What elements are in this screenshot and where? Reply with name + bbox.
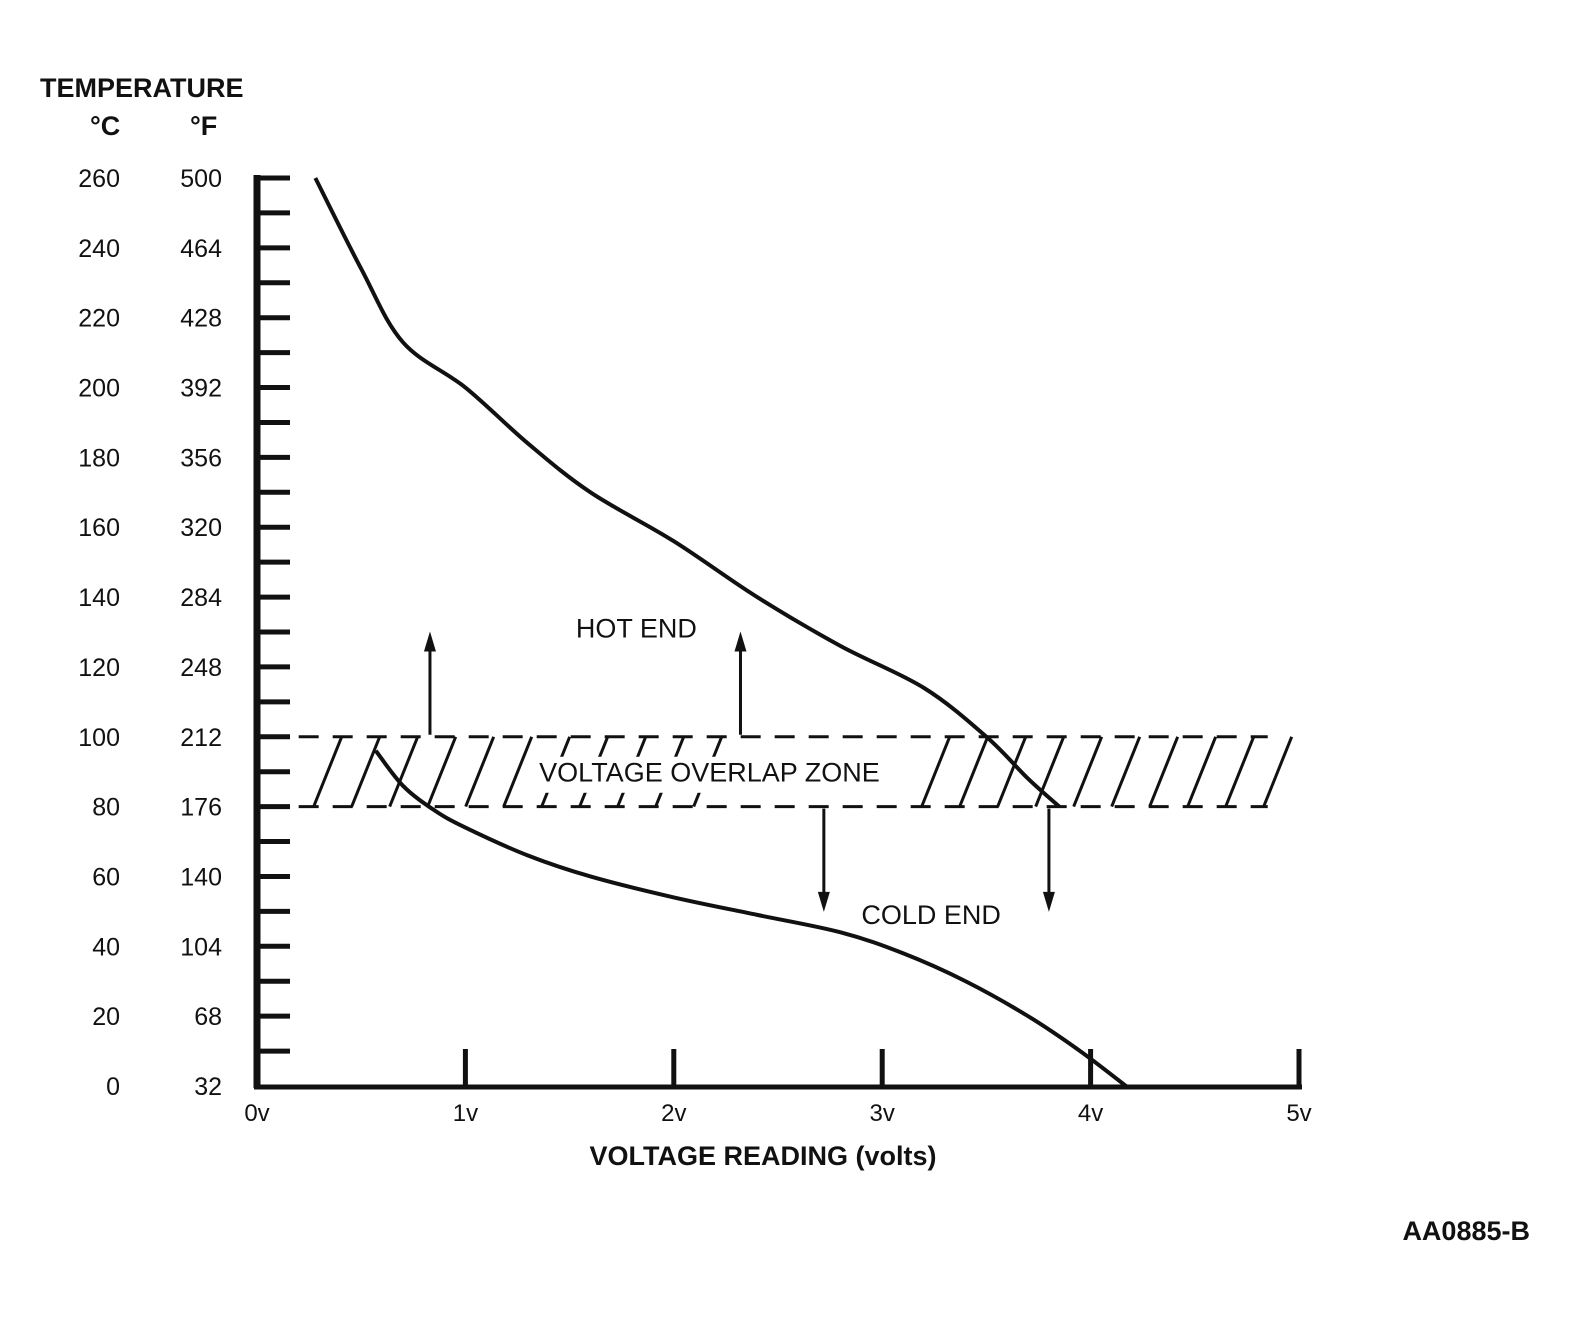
x-tick-label-1v: 1v — [453, 1100, 478, 1127]
hatch-line — [1186, 736, 1218, 808]
x-tick-label-3v: 3v — [870, 1100, 895, 1127]
arrow-down-head — [817, 891, 830, 912]
y-unit-fahrenheit: °F — [190, 111, 217, 141]
y-axis-ticks: 0 32 20 68 40 104 60 140 80 176 100 212 120 248 140 284… — [78, 165, 290, 1101]
overlap-zone-label: VOLTAGE OVERLAP ZONE — [539, 758, 880, 788]
y-tick-label-f-464: 464 — [180, 235, 222, 263]
arrow-down-head — [1042, 891, 1055, 912]
annotation-arrows — [423, 631, 1055, 912]
y-tick-label-c-140: 140 — [78, 584, 120, 612]
x-tick-label-2v: 2v — [661, 1100, 686, 1127]
hatch-line — [1148, 736, 1180, 808]
y-tick-label-c-40: 40 — [92, 933, 120, 961]
y-tick-label-c-0: 0 — [106, 1073, 120, 1101]
y-axis-title: TEMPERATURE — [40, 73, 244, 103]
figure-code: AA0885-B — [1402, 1216, 1530, 1246]
y-tick-label-f-212: 212 — [180, 724, 222, 752]
hot-end-curve — [313, 177, 1061, 809]
hatch-line — [502, 736, 534, 808]
y-tick-label-c-180: 180 — [78, 444, 120, 472]
x-tick-label-0v: 0v — [244, 1100, 269, 1127]
hatch-line — [958, 736, 990, 808]
hatch-line — [312, 736, 344, 808]
y-tick-label-f-356: 356 — [180, 444, 222, 472]
y-tick-label-f-428: 428 — [180, 305, 222, 333]
y-tick-label-f-176: 176 — [180, 794, 222, 822]
x-axis-ticks: 0v 1v 2v 3v 4v 5v — [244, 1049, 1312, 1127]
x-tick-label-5v: 5v — [1286, 1100, 1311, 1127]
voltage-overlap-zone — [298, 735, 1294, 809]
y-tick-label-f-392: 392 — [180, 375, 222, 403]
y-tick-label-f-68: 68 — [194, 1003, 222, 1031]
overlap-zone-label-bg — [534, 756, 920, 793]
y-tick-label-f-104: 104 — [180, 933, 222, 961]
y-tick-label-f-140: 140 — [180, 863, 222, 891]
hatch-line — [1262, 736, 1294, 808]
cold-end-curve — [374, 749, 1128, 1088]
y-tick-label-f-320: 320 — [180, 514, 222, 542]
hatch-line — [996, 736, 1028, 808]
hatch-line — [464, 736, 496, 808]
y-unit-celsius: °C — [90, 111, 120, 141]
y-tick-label-f-284: 284 — [180, 584, 222, 612]
hatch-line — [1072, 736, 1104, 808]
hatch-line — [1034, 736, 1066, 808]
hatch-line — [426, 736, 458, 808]
arrow-up-head — [734, 631, 747, 652]
y-tick-label-c-220: 220 — [78, 305, 120, 333]
y-tick-label-c-200: 200 — [78, 375, 120, 403]
y-tick-label-c-20: 20 — [92, 1003, 120, 1031]
y-tick-label-c-160: 160 — [78, 514, 120, 542]
hatch-line — [388, 736, 420, 808]
y-tick-label-c-100: 100 — [78, 724, 120, 752]
y-tick-label-c-260: 260 — [78, 165, 120, 193]
hatch-line — [350, 736, 382, 808]
hatch-line — [1110, 736, 1142, 808]
y-tick-label-f-248: 248 — [180, 654, 222, 682]
y-tick-label-c-120: 120 — [78, 654, 120, 682]
y-tick-label-c-60: 60 — [92, 863, 120, 891]
arrow-up-head — [423, 631, 436, 652]
hot-end-label: HOT END — [576, 614, 697, 644]
curves — [313, 177, 1128, 1088]
y-tick-label-f-500: 500 — [180, 165, 222, 193]
y-tick-label-c-240: 240 — [78, 235, 120, 263]
y-tick-label-c-80: 80 — [92, 794, 120, 822]
x-tick-label-4v: 4v — [1078, 1100, 1103, 1127]
y-tick-label-f-32: 32 — [194, 1073, 222, 1101]
cold-end-label: COLD END — [861, 900, 1001, 930]
hatch-line — [920, 736, 952, 808]
x-axis-title: VOLTAGE READING (volts) — [589, 1141, 936, 1171]
hatch-line — [1224, 736, 1256, 808]
